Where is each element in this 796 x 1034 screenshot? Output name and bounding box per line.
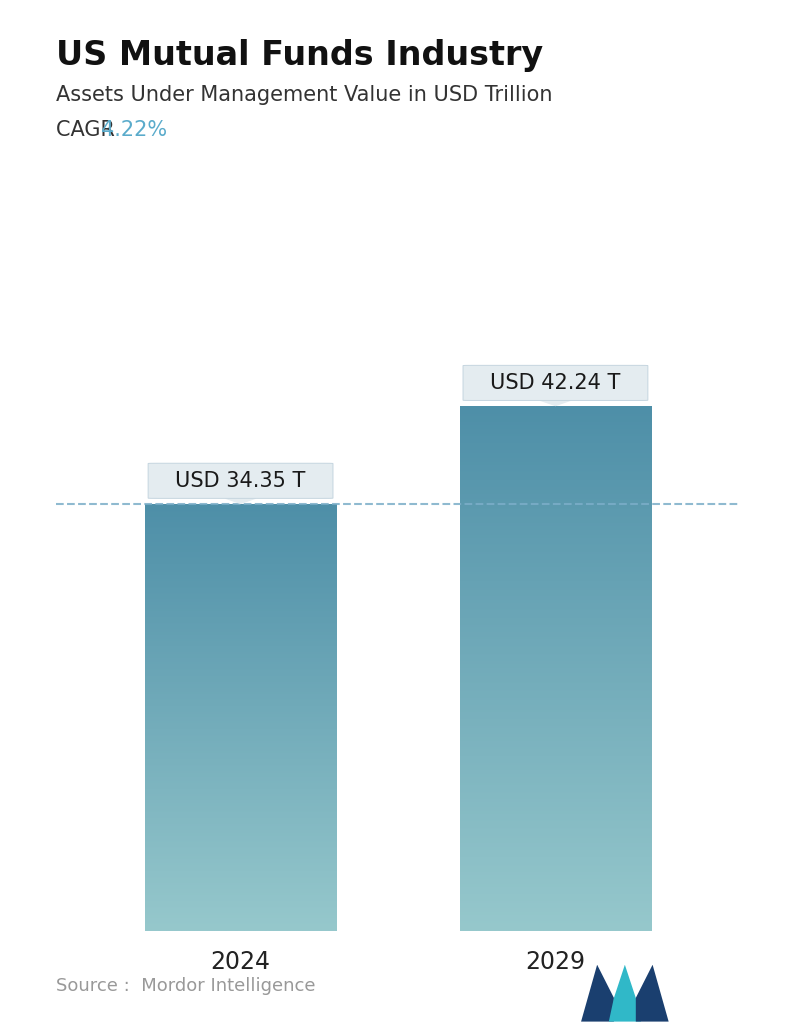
Polygon shape <box>609 965 641 1022</box>
Polygon shape <box>540 400 571 405</box>
Text: CAGR: CAGR <box>56 120 121 140</box>
Text: 4.22%: 4.22% <box>101 120 167 140</box>
Text: Assets Under Management Value in USD Trillion: Assets Under Management Value in USD Tri… <box>56 85 552 104</box>
Text: Source :  Mordor Intelligence: Source : Mordor Intelligence <box>56 977 315 995</box>
Text: USD 34.35 T: USD 34.35 T <box>175 470 306 491</box>
Polygon shape <box>636 965 669 1022</box>
Polygon shape <box>225 498 256 504</box>
FancyBboxPatch shape <box>148 463 333 498</box>
Polygon shape <box>581 965 614 1022</box>
Text: USD 42.24 T: USD 42.24 T <box>490 373 621 393</box>
Text: US Mutual Funds Industry: US Mutual Funds Industry <box>56 39 543 72</box>
FancyBboxPatch shape <box>463 365 648 400</box>
